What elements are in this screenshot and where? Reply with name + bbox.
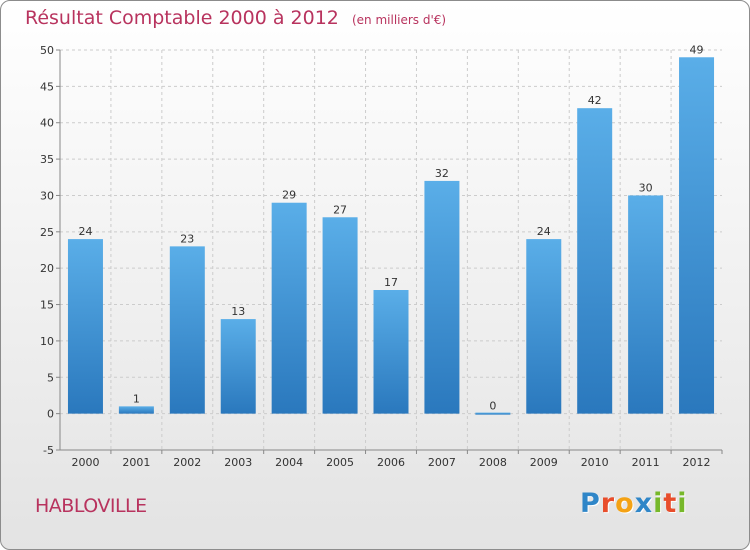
data-label: 0 [489,400,496,413]
bar-2011 [628,195,664,414]
logo-letter: r [600,488,616,519]
logo-letter: i [653,488,664,519]
y-tick-label: 0 [47,408,54,421]
x-tick-label: 2010 [581,456,609,469]
x-tick-label: 2003 [224,456,252,469]
data-label: 24 [78,225,92,238]
logo-letter: x [634,488,654,519]
bar-2012 [679,57,715,414]
data-label: 42 [588,94,602,107]
y-tick-label: 15 [40,299,54,312]
y-tick-label: 10 [40,335,54,348]
title-row: Résultat Comptable 2000 à 2012 (en milli… [25,7,446,29]
bar-2001 [118,406,154,414]
data-label: 1 [133,392,140,405]
y-tick-label: 30 [40,189,54,202]
logo-letter: i [677,488,688,519]
x-tick-label: 2001 [122,456,150,469]
y-tick-label: 50 [40,44,54,57]
y-tick-label: 45 [40,80,54,93]
x-tick-label: 2009 [530,456,558,469]
y-tick-label: -5 [43,444,54,457]
y-tick-label: 40 [40,117,54,130]
bar-2003 [220,319,256,414]
bar-2007 [424,180,460,414]
y-tick-label: 35 [40,153,54,166]
data-label: 24 [537,225,551,238]
bar-2009 [526,239,562,414]
bar-layer [67,57,715,415]
data-label: 29 [282,189,296,202]
logo-letter: P [580,488,601,519]
logo-letter: t [663,488,678,519]
y-tick-label: 20 [40,262,54,275]
x-tick-label: 2002 [173,456,201,469]
x-tick-label: 2007 [428,456,456,469]
bar-2008 [475,412,511,415]
x-tick-label: 2000 [71,456,99,469]
y-tick-label: 5 [47,371,54,384]
bar-2006 [373,290,409,414]
data-label: 49 [690,43,704,56]
proxiti-logo: Proxiti [580,488,688,519]
bar-2005 [322,217,358,414]
bar-2000 [67,239,103,414]
chart-subtitle: (en milliers d'€) [351,13,447,27]
bar-2002 [169,246,205,414]
x-tick-label: 2011 [632,456,660,469]
x-tick-label: 2012 [683,456,711,469]
label-layer: 24 1 23 13 29 27 17 32 0 24 42 30 49 [78,43,703,412]
data-label: 32 [435,167,449,180]
y-tick-label: 25 [40,226,54,239]
bar-2004 [271,202,307,414]
logo-letter: o [615,488,635,519]
data-label: 27 [333,203,347,216]
data-label: 17 [384,276,398,289]
bar-2010 [577,108,613,414]
x-tick-label: 2005 [326,456,354,469]
x-tick-label: 2004 [275,456,303,469]
x-tick-label: 2008 [479,456,507,469]
data-label: 23 [180,232,194,245]
data-label: 13 [231,305,245,318]
commune-name: HABLOVILLE [35,495,147,517]
x-tick-label: 2006 [377,456,405,469]
chart-title: Résultat Comptable 2000 à 2012 [25,7,339,29]
data-label: 30 [639,181,653,194]
